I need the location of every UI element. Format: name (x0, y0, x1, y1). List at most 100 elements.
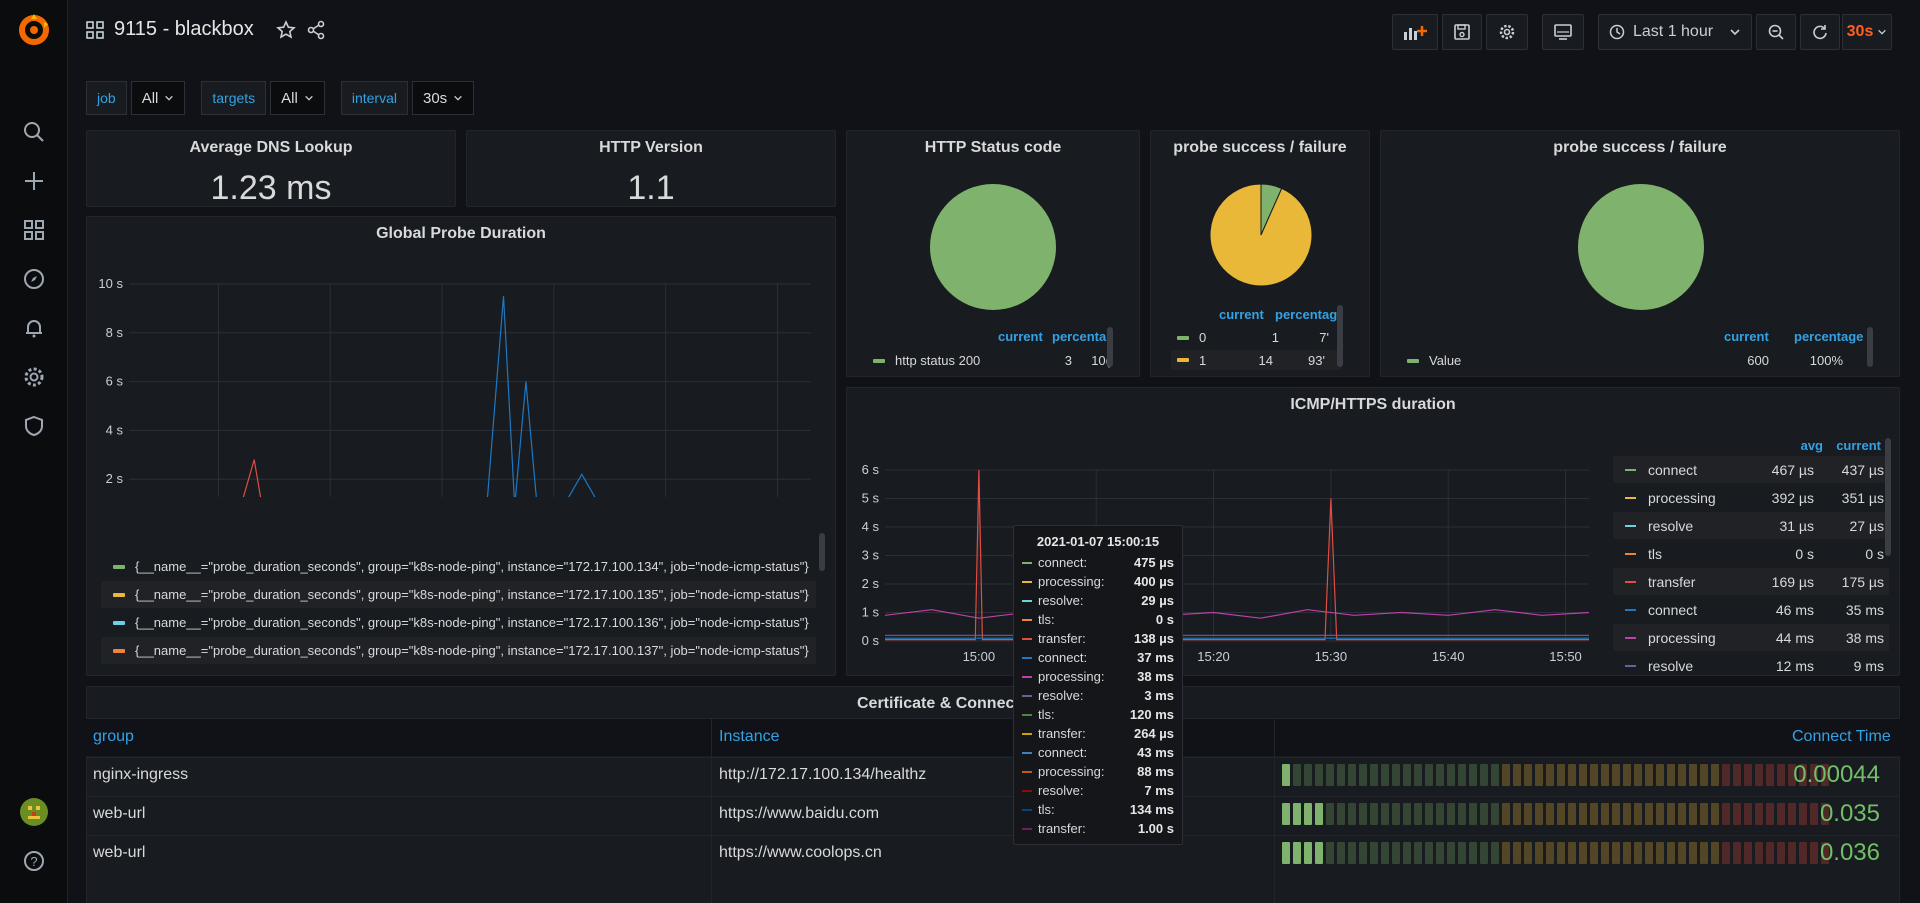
panel-global-probe-duration[interactable]: Global Probe Duration 0 s2 s4 s6 s8 s10 … (86, 216, 836, 676)
legend-name: {__name__="probe_duration_seconds", grou… (135, 587, 809, 602)
dashboard-settings-button[interactable] (1486, 14, 1528, 50)
legend-item-transfer[interactable]: transfer 169 µs 175 µs (1613, 568, 1889, 595)
tooltip-row: transfer: 1.00 s (1022, 819, 1174, 838)
legend-item-processing[interactable]: processing 392 µs 351 µs (1613, 484, 1889, 511)
variable-select-targets[interactable]: All (270, 81, 325, 115)
tooltip-row: tls: 0 s (1022, 610, 1174, 629)
dashboard-title[interactable]: 9115 - blackbox (114, 18, 254, 40)
panel-title[interactable]: Global Probe Duration (376, 225, 546, 242)
legend-scrollbar[interactable] (1885, 438, 1891, 556)
cycle-view-mode-button[interactable] (1542, 14, 1584, 50)
tooltip-series-value: 88 ms (1137, 764, 1174, 779)
sidebar: ? (0, 0, 68, 903)
graph-global-probe-duration[interactable]: 0 s2 s4 s6 s8 s10 s15:0015:1015:2015:301… (87, 247, 835, 497)
legend-item-135[interactable]: {__name__="probe_duration_seconds", grou… (101, 581, 816, 608)
legend-scrollbar[interactable] (819, 533, 825, 571)
time-picker-button[interactable]: Last 1 hour (1598, 14, 1752, 50)
legend-item-connect[interactable]: connect 467 µs 437 µs (1613, 456, 1889, 483)
panel-title[interactable]: probe success / failure (1173, 139, 1347, 156)
dashboards-grid-icon[interactable] (18, 214, 50, 246)
gauge-segment (1502, 842, 1510, 864)
tooltip-swatch (1022, 770, 1032, 773)
table-row[interactable] (86, 796, 1900, 834)
legend-header-percentage[interactable]: percentag (1275, 307, 1337, 322)
connect-time-bar-gauge (1282, 764, 1829, 786)
explore-compass-icon[interactable] (18, 263, 50, 295)
legend-header-percentage[interactable]: percenta (1052, 329, 1107, 344)
legend-header-percentage[interactable]: percentage (1794, 329, 1864, 344)
legend-header-current[interactable]: current (1219, 307, 1264, 322)
panel-title[interactable]: probe success / failure (1553, 139, 1727, 156)
legend-item-connect[interactable]: connect 46 ms 35 ms (1613, 596, 1889, 623)
legend-scrollbar[interactable] (1867, 327, 1873, 367)
refresh-interval-picker[interactable]: 30s (1842, 14, 1892, 50)
table-row[interactable] (86, 835, 1900, 873)
alerting-bell-icon[interactable] (18, 312, 50, 344)
variable-select-interval[interactable]: 30s (411, 81, 475, 115)
graph-icmp-https-duration[interactable]: 0 s1 s2 s3 s4 s5 s6 s15:0015:1015:2015:3… (847, 418, 1607, 672)
gauge-segment (1788, 764, 1796, 786)
gauge-segment (1821, 842, 1829, 864)
panel-title[interactable]: HTTP Status code (924, 139, 1062, 156)
legend-item-137[interactable]: {__name__="probe_duration_seconds", grou… (101, 637, 816, 664)
table-row[interactable] (86, 757, 1900, 795)
table-header-instance[interactable]: Instance (719, 728, 780, 745)
cell-instance[interactable]: https://www.coolops.cn (719, 844, 882, 861)
user-avatar[interactable] (18, 796, 50, 828)
legend-header-current[interactable]: current (998, 329, 1043, 344)
cell-instance[interactable]: http://172.17.100.134/healthz (719, 766, 927, 783)
panel-http-status-code[interactable]: HTTP Status code current percenta http s… (846, 130, 1140, 377)
save-dashboard-button[interactable] (1442, 14, 1482, 50)
grafana-logo-icon[interactable] (14, 10, 54, 50)
cell-instance[interactable]: https://www.baidu.com (719, 805, 880, 822)
add-panel-button[interactable] (1392, 14, 1438, 50)
zoom-out-button[interactable] (1756, 14, 1796, 50)
gauge-segment (1711, 842, 1719, 864)
pie-slice-http status 200[interactable] (930, 184, 1056, 310)
legend-header-current[interactable]: current (1724, 329, 1769, 344)
legend-header-avg[interactable]: avg (1800, 438, 1823, 453)
panel-title[interactable]: Certificate & Connecti (857, 695, 1025, 712)
table-header-connect-time[interactable]: Connect Time (1792, 728, 1891, 745)
legend-item-resolve[interactable]: resolve 12 ms 9 ms (1613, 652, 1889, 672)
create-plus-icon[interactable] (18, 165, 50, 197)
star-icon[interactable] (275, 19, 296, 40)
panel-title[interactable]: Average DNS Lookup (189, 139, 353, 156)
legend-item-value[interactable]: Value 600 100% (1407, 353, 1867, 368)
legend-item-tls[interactable]: tls 0 s 0 s (1613, 540, 1889, 567)
legend-item-1[interactable]: 1 14 93' (1171, 350, 1341, 370)
legend-scrollbar[interactable] (1107, 327, 1113, 367)
pie-slice-Value[interactable] (1578, 184, 1704, 310)
legend-item-134[interactable]: {__name__="probe_duration_seconds", grou… (101, 553, 816, 580)
legend-item-http-status-200[interactable]: http status 200 3 10( (873, 353, 1113, 368)
variable-select-job[interactable]: All (130, 81, 186, 115)
panel-title[interactable]: HTTP Version (599, 139, 703, 156)
help-icon[interactable]: ? (18, 845, 50, 877)
panel-title[interactable]: ICMP/HTTPS duration (1290, 396, 1456, 413)
legend-swatch (1407, 358, 1419, 363)
share-icon[interactable] (306, 20, 326, 40)
panel-http-version[interactable]: HTTP Version 1.1 (466, 130, 836, 207)
gauge-segment (1480, 842, 1488, 864)
panel-probe-success-failure-1[interactable]: probe success / failure current percenta… (1150, 130, 1370, 377)
legend-item-processing[interactable]: processing 44 ms 38 ms (1613, 624, 1889, 651)
legend-item-0[interactable]: 0 1 7' (1177, 330, 1341, 345)
panel-probe-success-failure-2[interactable]: probe success / failure current percenta… (1380, 130, 1900, 377)
legend-header-current[interactable]: current (1836, 438, 1881, 453)
legend-item-resolve[interactable]: resolve 31 µs 27 µs (1613, 512, 1889, 539)
table-header-group[interactable]: group (93, 728, 134, 745)
panel-icmp-https-duration[interactable]: ICMP/HTTPS duration 0 s 1 s 2 s 3 s 4 s 5 s 6 … (846, 387, 1900, 676)
legend-scrollbar[interactable] (1337, 305, 1343, 367)
panel-average-dns-lookup[interactable]: Average DNS Lookup 1.23 ms (86, 130, 456, 207)
server-admin-shield-icon[interactable] (18, 410, 50, 442)
y-tick-label: 0 s (862, 633, 880, 648)
legend-item-136[interactable]: {__name__="probe_duration_seconds", grou… (101, 609, 816, 636)
refresh-button[interactable] (1800, 14, 1840, 50)
gauge-segment (1524, 764, 1532, 786)
gauge-segment (1315, 764, 1323, 786)
cell-connect-time: 0.036 (1819, 839, 1880, 866)
chevron-down-icon (305, 95, 313, 101)
configuration-gear-icon[interactable] (18, 361, 50, 393)
search-icon[interactable] (18, 116, 50, 148)
pie-slice-1[interactable] (1209, 183, 1313, 287)
